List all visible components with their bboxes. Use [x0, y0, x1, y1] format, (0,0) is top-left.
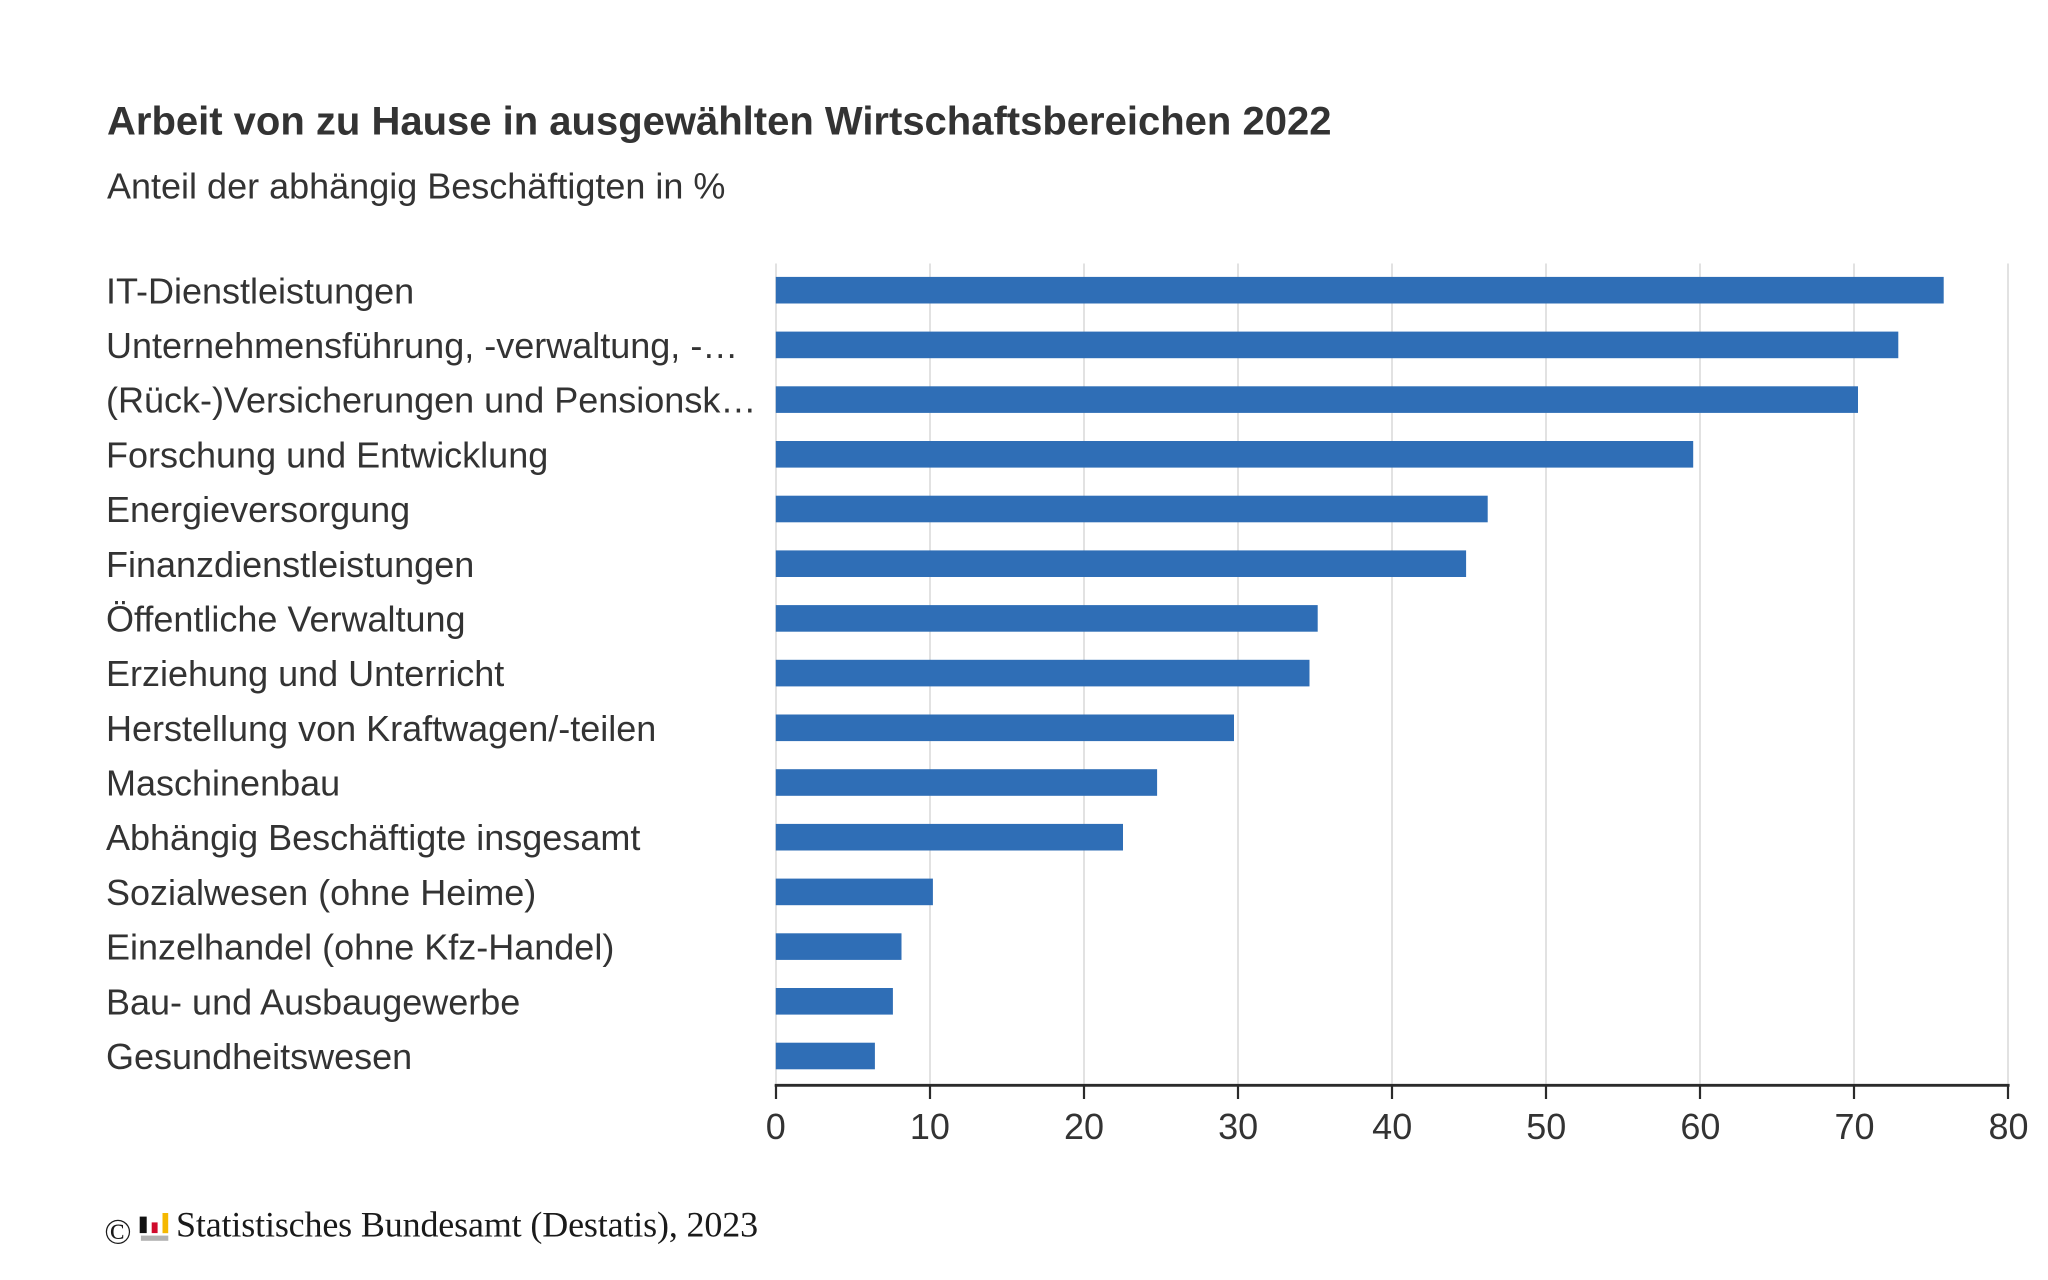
svg-text:©: © [104, 1212, 131, 1252]
svg-text:30: 30 [1218, 1106, 1258, 1147]
svg-text:Unternehmensführung, -verwaltu: Unternehmensführung, -verwaltung, -… [106, 325, 738, 366]
svg-text:Finanzdienstleistungen: Finanzdienstleistungen [106, 544, 474, 585]
svg-text:Sozialwesen (ohne Heime): Sozialwesen (ohne Heime) [106, 872, 536, 913]
svg-text:Gesundheitswesen: Gesundheitswesen [106, 1036, 412, 1077]
svg-text:Erziehung und Unterricht: Erziehung und Unterricht [106, 653, 504, 694]
svg-text:Öffentliche Verwaltung: Öffentliche Verwaltung [106, 599, 466, 640]
svg-text:IT-Dienstleistungen: IT-Dienstleistungen [106, 270, 414, 311]
svg-text:Bau- und Ausbaugewerbe: Bau- und Ausbaugewerbe [106, 981, 520, 1022]
svg-text:70: 70 [1834, 1106, 1874, 1147]
svg-text:20: 20 [1064, 1106, 1104, 1147]
svg-text:40: 40 [1372, 1106, 1412, 1147]
svg-text:50: 50 [1526, 1106, 1566, 1147]
svg-text:Einzelhandel (ohne Kfz-Handel): Einzelhandel (ohne Kfz-Handel) [106, 927, 614, 968]
svg-text:Arbeit von zu Hause in ausgewä: Arbeit von zu Hause in ausgewählten Wirt… [107, 100, 1331, 144]
svg-text:Abhängig Beschäftigte insgesam: Abhängig Beschäftigte insgesamt [106, 817, 640, 858]
svg-text:Forschung und Entwicklung: Forschung und Entwicklung [106, 434, 548, 475]
svg-text:Energieversorgung: Energieversorgung [106, 489, 410, 530]
svg-text:Statistisches Bundesamt (Desta: Statistisches Bundesamt (Destatis), 2023 [176, 1205, 758, 1245]
svg-text:Herstellung von Kraftwagen/-te: Herstellung von Kraftwagen/-teilen [106, 708, 656, 749]
svg-text:10: 10 [910, 1106, 950, 1147]
svg-text:0: 0 [766, 1106, 786, 1147]
svg-text:Maschinenbau: Maschinenbau [106, 763, 340, 804]
svg-text:80: 80 [1988, 1106, 2028, 1147]
svg-text:Anteil der abhängig Beschäftig: Anteil der abhängig Beschäftigten in % [107, 166, 725, 207]
svg-text:(Rück-)Versicherungen und Pens: (Rück-)Versicherungen und Pensionsk… [106, 380, 756, 421]
svg-text:60: 60 [1680, 1106, 1720, 1147]
